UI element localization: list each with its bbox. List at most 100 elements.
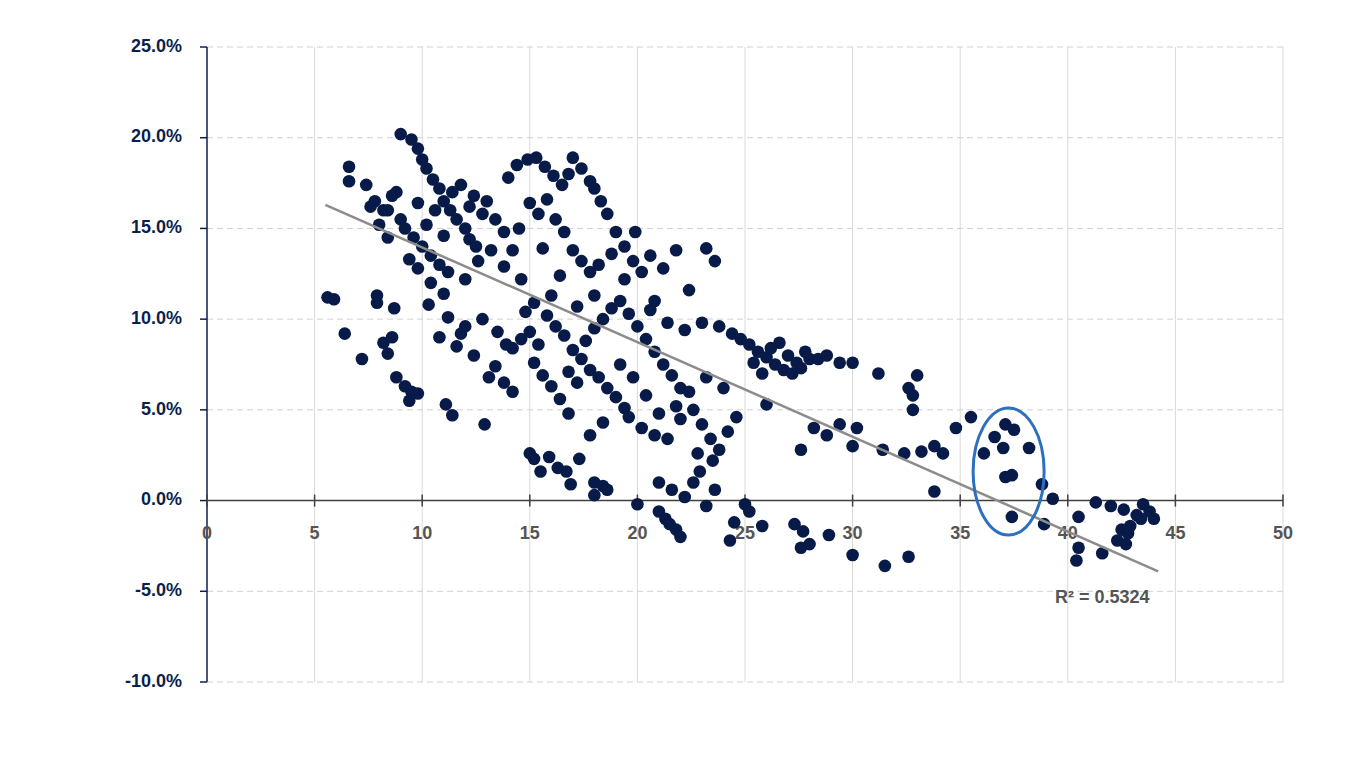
point — [670, 244, 683, 257]
y-grid-line — [207, 228, 1283, 229]
point — [515, 273, 528, 286]
point — [687, 476, 700, 489]
point — [1046, 492, 1059, 505]
point — [356, 353, 369, 366]
x-grid-line — [422, 47, 423, 682]
y-grid-line — [207, 682, 1283, 683]
point — [491, 326, 504, 339]
point — [978, 447, 991, 460]
point — [911, 369, 924, 382]
point — [700, 242, 713, 255]
x-tick — [1175, 495, 1177, 507]
x-tick — [421, 495, 423, 507]
x-tick-label: 30 — [843, 523, 863, 543]
point — [440, 398, 453, 411]
point — [433, 182, 446, 195]
point — [709, 483, 722, 496]
point — [588, 289, 601, 302]
x-tick-label: 35 — [950, 523, 970, 543]
point — [470, 240, 483, 253]
point — [728, 516, 741, 529]
point — [536, 242, 549, 255]
point — [571, 300, 584, 313]
point — [1070, 554, 1083, 567]
y-tick — [200, 681, 207, 683]
point — [381, 347, 394, 360]
point — [433, 331, 446, 344]
point — [799, 346, 812, 359]
point — [648, 429, 661, 442]
point — [997, 442, 1010, 455]
point — [713, 320, 726, 333]
point — [790, 356, 803, 369]
point — [678, 491, 691, 504]
point — [907, 389, 920, 402]
point — [1008, 424, 1021, 437]
point — [756, 520, 769, 533]
point — [584, 429, 597, 442]
point — [808, 422, 821, 435]
point — [437, 287, 450, 300]
point — [562, 407, 575, 420]
y-tick-label: 10.0% — [131, 308, 182, 328]
point — [360, 179, 373, 192]
x-tick — [852, 495, 854, 507]
point — [575, 353, 588, 366]
y-tick — [200, 409, 207, 411]
point — [343, 175, 356, 188]
y-tick — [200, 137, 207, 139]
point — [670, 400, 683, 413]
point — [1105, 500, 1118, 513]
point — [442, 266, 455, 279]
point — [364, 200, 377, 213]
x-tick — [529, 495, 531, 507]
point — [627, 255, 640, 268]
point — [635, 422, 648, 435]
point — [709, 255, 722, 268]
point — [575, 255, 588, 268]
point — [683, 385, 696, 398]
point — [872, 367, 885, 380]
point — [773, 336, 786, 349]
point — [412, 262, 425, 275]
r-squared-label: R² = 0.5324 — [1055, 587, 1150, 607]
grid — [207, 47, 1283, 682]
point — [459, 222, 472, 235]
x-tick-label: 50 — [1273, 523, 1293, 543]
point — [627, 371, 640, 384]
point — [592, 371, 605, 384]
point — [846, 356, 859, 369]
highlight-ellipse — [973, 408, 1044, 535]
y-tick — [200, 46, 207, 48]
point — [915, 445, 928, 458]
point — [678, 324, 691, 337]
y-tick-label: 0.0% — [141, 489, 182, 509]
point — [820, 349, 833, 362]
x-tick — [1067, 495, 1069, 507]
point — [498, 226, 511, 239]
point — [687, 404, 700, 417]
point — [631, 320, 644, 333]
point — [394, 128, 407, 141]
y-tick — [200, 591, 207, 593]
y-tick — [200, 228, 207, 230]
point — [459, 273, 472, 286]
point — [879, 560, 892, 573]
point — [644, 304, 657, 317]
point — [666, 369, 679, 382]
point — [562, 168, 575, 181]
point — [631, 498, 644, 511]
point — [700, 500, 713, 513]
x-tick — [314, 495, 316, 507]
point — [476, 313, 489, 326]
point — [846, 549, 859, 562]
point — [545, 289, 558, 302]
point — [412, 197, 425, 210]
point — [1089, 496, 1102, 509]
y-grid-line — [207, 319, 1283, 320]
point — [846, 440, 859, 453]
y-tick-label: -10.0% — [125, 671, 182, 691]
point — [468, 349, 481, 362]
trend-line — [325, 205, 1158, 571]
x-grid-line — [637, 47, 638, 682]
